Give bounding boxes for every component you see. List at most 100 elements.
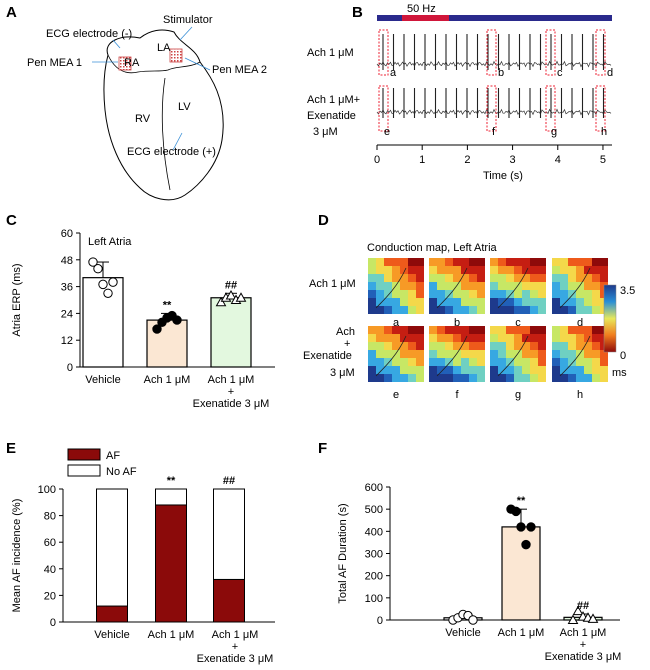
map-cell	[453, 334, 461, 342]
map-cell	[592, 258, 600, 266]
marker-box	[595, 85, 606, 132]
marker-label: e	[384, 126, 390, 138]
map-cell	[538, 334, 546, 342]
map-cell	[576, 306, 584, 314]
data-point	[225, 290, 237, 300]
map-cell	[408, 366, 416, 374]
map-cell	[437, 342, 445, 350]
map-cell	[445, 358, 453, 366]
map-cell	[514, 298, 522, 306]
trace-ach	[376, 34, 612, 70]
map-cell	[477, 290, 485, 298]
map-cell	[437, 298, 445, 306]
map-cell	[522, 334, 530, 342]
panel-f: F 0 100 200 300 400 500 600 Total AF Duration (…	[318, 440, 621, 663]
map-cell	[506, 342, 514, 350]
map-cell	[568, 258, 576, 266]
map-cell	[437, 306, 445, 314]
data-point	[98, 279, 108, 290]
map-cell	[416, 334, 424, 342]
map-cell	[400, 266, 408, 274]
x-tick-label: Ach 1 μM	[208, 374, 255, 386]
map-cell	[560, 258, 568, 266]
map-cell	[490, 290, 498, 298]
map-cell	[568, 366, 576, 374]
map-cell	[477, 374, 485, 382]
map-cell	[490, 298, 498, 306]
map-cell	[469, 274, 477, 282]
map-cell	[429, 258, 437, 266]
map-cell	[469, 350, 477, 358]
map-cell	[445, 290, 453, 298]
mea1-marker	[118, 56, 132, 71]
marker-box	[545, 29, 556, 76]
map-cell	[477, 350, 485, 358]
map-cell	[506, 258, 514, 266]
y-tick-label: 60	[61, 228, 73, 240]
map-cell	[552, 298, 560, 306]
map-cell	[400, 366, 408, 374]
panel-c-letter: C	[6, 212, 17, 229]
map-cell	[506, 266, 514, 274]
map-cell	[592, 274, 600, 282]
map-cell	[392, 374, 400, 382]
map-cell	[453, 258, 461, 266]
map-cell	[429, 266, 437, 274]
map-cell	[576, 258, 584, 266]
map-cell	[376, 342, 384, 350]
map-cell	[392, 290, 400, 298]
map-cell	[514, 342, 522, 350]
map-cell	[584, 366, 592, 374]
map-cell	[506, 306, 514, 314]
map-cell	[469, 258, 477, 266]
map-cell	[469, 358, 477, 366]
map-cell	[560, 266, 568, 274]
map-cell	[490, 374, 498, 382]
map-cell	[498, 282, 506, 290]
marker-box	[378, 29, 389, 76]
data-point	[516, 522, 526, 532]
d-row2-label-3: Exenatide	[303, 350, 352, 362]
map-cell	[514, 358, 522, 366]
map-cell	[530, 282, 538, 290]
trace-ach-exenatide	[376, 88, 612, 118]
y-tick-label: 200	[365, 571, 383, 583]
map-cell	[453, 366, 461, 374]
conduction-title: Conduction map, Left Atria	[367, 242, 498, 254]
map-cell	[376, 266, 384, 274]
y-tick-label: 400	[365, 526, 383, 538]
d-row2-label-4: 3 μM	[330, 367, 355, 379]
x-tick-label: Ach 1 μM	[560, 627, 607, 639]
map-cell	[477, 334, 485, 342]
map-cell	[461, 358, 469, 366]
data-point	[88, 257, 98, 267]
map-cell	[368, 290, 376, 298]
data-point	[93, 264, 103, 274]
y-axis-label: Total AF Duration (s)	[337, 503, 349, 603]
map-cell	[376, 282, 384, 290]
map-cell	[560, 282, 568, 290]
map-cell	[376, 258, 384, 266]
significance-mark: ##	[223, 475, 235, 487]
map-cell	[514, 266, 522, 274]
marker-box	[545, 85, 556, 132]
y-tick-label: 0	[50, 617, 56, 629]
map-cell	[552, 266, 560, 274]
label-ra: RA	[124, 57, 140, 69]
map-cell	[568, 266, 576, 274]
map-cell	[408, 266, 416, 274]
data-point	[108, 277, 118, 287]
map-cell	[445, 274, 453, 282]
time-axis-label: Time (s)	[483, 170, 523, 182]
map-cell	[530, 306, 538, 314]
map-cell	[461, 274, 469, 282]
map-cell	[538, 366, 546, 374]
map-cell	[552, 358, 560, 366]
map-cell	[368, 350, 376, 358]
x-tick-label: Ach 1 μM	[212, 629, 259, 641]
map-cell	[445, 374, 453, 382]
x-tick-label: Exenatide 3 μM	[193, 398, 270, 410]
map-cell	[376, 298, 384, 306]
map-cell	[490, 358, 498, 366]
map-cell	[584, 282, 592, 290]
